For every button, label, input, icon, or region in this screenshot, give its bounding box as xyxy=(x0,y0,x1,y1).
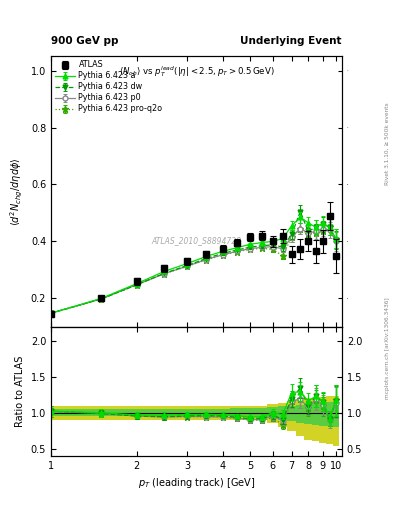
Y-axis label: $\langle d^2 N_{chg}/d\eta d\phi \rangle$: $\langle d^2 N_{chg}/d\eta d\phi \rangle… xyxy=(9,157,25,226)
Text: ATLAS_2010_S8894728: ATLAS_2010_S8894728 xyxy=(151,236,242,245)
Text: Underlying Event: Underlying Event xyxy=(241,36,342,46)
Text: mcplots.cern.ch [arXiv:1306.3436]: mcplots.cern.ch [arXiv:1306.3436] xyxy=(385,297,390,399)
Text: 900 GeV pp: 900 GeV pp xyxy=(51,36,119,46)
Text: Rivet 3.1.10, ≥ 500k events: Rivet 3.1.10, ≥ 500k events xyxy=(385,102,390,185)
Y-axis label: Ratio to ATLAS: Ratio to ATLAS xyxy=(15,355,25,427)
Legend: ATLAS, Pythia 6.423 a, Pythia 6.423 dw, Pythia 6.423 p0, Pythia 6.423 pro-q2o: ATLAS, Pythia 6.423 a, Pythia 6.423 dw, … xyxy=(53,59,164,115)
X-axis label: $p_T$ (leading track) [GeV]: $p_T$ (leading track) [GeV] xyxy=(138,476,255,490)
Text: $\langle N_{ch}\rangle$ vs $p_T^{lead}(|\eta| < 2.5, p_T > 0.5\,\mathrm{GeV})$: $\langle N_{ch}\rangle$ vs $p_T^{lead}(|… xyxy=(119,65,274,79)
